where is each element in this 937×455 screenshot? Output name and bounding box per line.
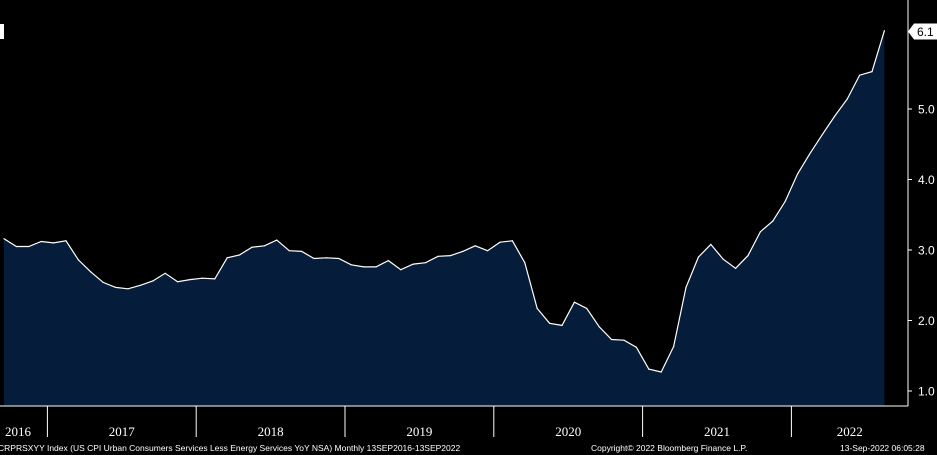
y-tick-label: 1.0 <box>918 385 935 399</box>
plot-area <box>3 30 886 406</box>
data-point <box>462 250 464 252</box>
data-point <box>735 267 737 269</box>
x-tick-label: 2021 <box>704 424 730 439</box>
data-point <box>623 339 625 341</box>
data-point <box>276 239 278 241</box>
data-point <box>3 238 5 240</box>
data-point <box>189 279 191 281</box>
data-point <box>90 271 92 273</box>
x-tick-label: 2016 <box>5 424 32 439</box>
data-point <box>759 231 762 233</box>
data-point <box>536 307 538 310</box>
data-point <box>846 98 848 100</box>
data-point <box>115 286 117 288</box>
data-point <box>511 240 513 242</box>
data-point <box>573 301 576 303</box>
x-tick-label: 2022 <box>837 424 863 439</box>
data-point <box>487 250 489 252</box>
y-tick-label: 3.0 <box>918 244 935 258</box>
data-point <box>859 74 861 76</box>
timestamp-text: 13-Sep-2022 06:05:28 <box>840 443 925 453</box>
data-point <box>400 269 402 271</box>
data-point <box>40 240 42 243</box>
data-point <box>177 281 179 283</box>
data-point <box>834 115 836 117</box>
last-value-label: 6.1 <box>917 25 934 39</box>
data-point <box>598 326 600 328</box>
y-tick-label: 5.0 <box>918 103 935 117</box>
data-point <box>635 346 638 348</box>
data-point <box>499 241 501 243</box>
data-point <box>586 307 588 310</box>
data-point <box>15 245 17 248</box>
data-point <box>239 254 241 256</box>
y-tick-label: 4.0 <box>918 173 935 187</box>
copyright-text: Copyright© 2022 Bloomberg Finance L.P. <box>591 443 747 453</box>
data-point <box>648 368 650 370</box>
data-point <box>797 173 799 175</box>
data-point <box>772 220 774 222</box>
data-point <box>350 264 352 266</box>
data-point <box>697 256 700 258</box>
data-point <box>524 262 526 264</box>
data-point <box>387 260 389 262</box>
data-point <box>412 263 414 265</box>
data-point <box>226 257 228 259</box>
data-point <box>139 284 141 286</box>
data-point <box>673 346 675 348</box>
x-axis: 2016 2017 2018 2019 2020 2021 2022 <box>0 405 908 439</box>
data-point <box>102 281 104 283</box>
security-description: CRPRSXYY Index (US CPI Urban Consumers S… <box>0 443 460 453</box>
legend-marker <box>0 24 4 39</box>
data-point <box>164 272 166 274</box>
y-axis: 1.0 2.0 3.0 4.0 5.0 6.1 <box>907 0 937 406</box>
data-point <box>251 246 253 248</box>
data-point <box>722 258 724 260</box>
data-point <box>325 257 327 259</box>
data-point <box>263 245 265 247</box>
x-tick-label: 2020 <box>555 424 581 439</box>
series-line <box>3 30 885 373</box>
data-point <box>338 257 340 260</box>
data-point <box>53 242 55 244</box>
data-point <box>809 152 811 154</box>
data-point <box>127 288 129 290</box>
data-point <box>784 200 786 202</box>
data-point <box>301 250 303 252</box>
data-point <box>363 266 365 268</box>
data-point <box>561 324 563 326</box>
data-point <box>375 266 377 268</box>
x-tick-label: 2018 <box>258 424 284 439</box>
data-point <box>152 280 154 282</box>
data-point <box>449 255 451 257</box>
data-point <box>710 243 712 245</box>
data-point <box>871 71 873 73</box>
y-tick-label: 2.0 <box>918 314 935 328</box>
data-point <box>65 240 67 242</box>
data-point <box>474 245 476 247</box>
last-value-badge: 6.1 <box>908 23 937 40</box>
data-point <box>883 30 886 32</box>
x-tick-label: 2019 <box>406 424 432 439</box>
data-point <box>685 286 687 288</box>
data-point <box>201 277 203 279</box>
data-point <box>313 257 315 260</box>
data-point <box>549 322 551 324</box>
data-point <box>425 262 427 264</box>
series-area <box>4 30 885 406</box>
data-point <box>660 371 662 373</box>
data-point <box>747 255 749 257</box>
x-tick-label: 2017 <box>109 424 136 439</box>
data-point <box>28 245 30 248</box>
data-point <box>611 338 613 341</box>
data-point <box>77 259 79 261</box>
data-point <box>214 278 216 280</box>
data-point <box>821 133 824 135</box>
data-point <box>288 250 290 252</box>
data-point <box>437 255 439 257</box>
last-value-tag <box>908 23 937 40</box>
